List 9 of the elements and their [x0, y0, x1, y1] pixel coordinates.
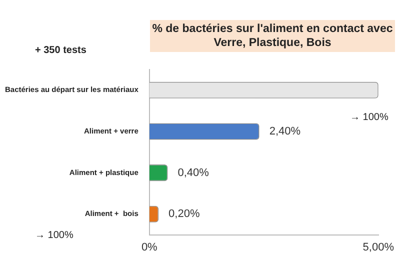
data-label: 2,40% [269, 126, 301, 138]
annotation: → 100% [350, 112, 388, 123]
data-label: 0,40% [178, 166, 210, 179]
chart-title: % de bactéries sur l'aliment en contact avec Verre, Plastique, Bois [150, 20, 395, 52]
x-tick-label: 5,00% [362, 241, 394, 254]
text: + 350 tests [35, 45, 86, 56]
data-label: 0,20% [168, 208, 200, 220]
x-tick-label: 0% [141, 241, 158, 254]
text: → 100% [35, 230, 74, 241]
